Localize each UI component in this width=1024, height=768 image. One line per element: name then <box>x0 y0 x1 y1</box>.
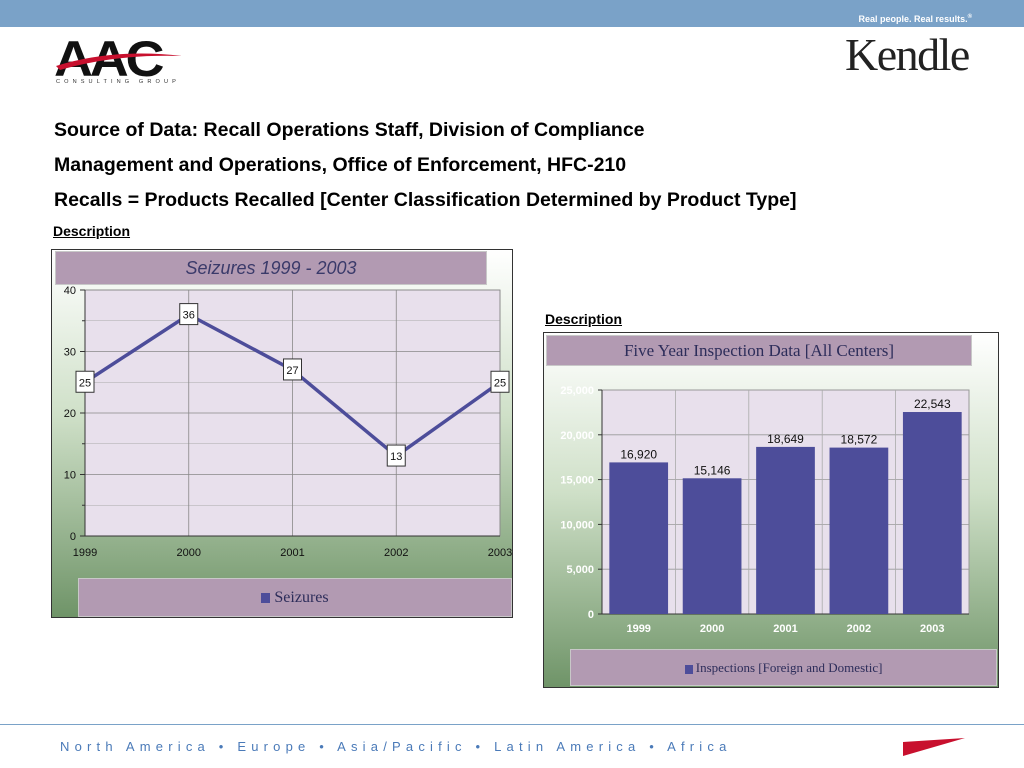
data-label-box <box>283 358 302 381</box>
seizures-chart-title: Seizures 1999 - 2003 <box>55 251 487 285</box>
data-label: 18,572 <box>841 433 878 447</box>
y-tick-label: 10 <box>64 470 76 482</box>
inspection-legend-label: Inspections [Foreign and Domestic] <box>695 660 883 675</box>
y-tick-label: 20 <box>64 408 76 420</box>
seizures-legend: Seizures <box>78 578 512 617</box>
y-tick-label: 20,000 <box>560 430 594 442</box>
tagline: Real people. Real results.® <box>858 14 972 24</box>
data-label-box <box>75 370 95 393</box>
footer-divider <box>0 724 1024 725</box>
data-label: 36 <box>183 310 195 322</box>
y-tick-label: 10,000 <box>560 519 594 531</box>
x-tick-label: 2002 <box>384 547 408 559</box>
y-tick-label: 0 <box>588 609 594 621</box>
x-tick-label: 1999 <box>626 623 650 635</box>
x-tick-label: 2000 <box>177 547 201 559</box>
y-tick-label: 0 <box>70 531 76 543</box>
inspection-chart-title: Five Year Inspection Data [All Centers] <box>546 335 972 366</box>
aac-logo: AAC CONSULTING GROUP <box>54 34 186 92</box>
aac-swoosh-icon <box>56 53 182 70</box>
inspection-bar <box>829 447 889 614</box>
data-label-box <box>386 444 406 467</box>
footer-flag-icon <box>903 738 965 756</box>
x-tick-label: 2002 <box>847 623 871 635</box>
data-label-box <box>179 303 199 326</box>
seizures-legend-swatch <box>261 593 271 604</box>
x-tick-label: 1999 <box>73 547 97 559</box>
inspection-bar <box>756 446 815 614</box>
headline-recalls: Recalls = Products Recalled [Center Clas… <box>54 189 797 211</box>
data-label: 18,649 <box>767 432 804 446</box>
x-tick-label: 2003 <box>488 547 512 559</box>
y-tick-label: 5,000 <box>566 564 594 576</box>
data-label: 13 <box>390 451 402 463</box>
y-tick-label: 30 <box>64 347 76 359</box>
y-tick-label: 40 <box>64 285 76 297</box>
x-tick-label: 2001 <box>773 623 797 635</box>
x-tick-label: 2001 <box>280 547 304 559</box>
x-tick-label: 2003 <box>920 623 944 635</box>
y-tick-label: 15,000 <box>560 475 594 487</box>
seizures-legend-label: Seizures <box>274 589 329 606</box>
kendle-logo: Kendle <box>845 29 970 80</box>
footer-regions: North America • Europe • Asia/Pacific • … <box>60 739 732 754</box>
inspection-legend-swatch <box>684 664 693 674</box>
description-link-right[interactable]: Description <box>545 311 623 327</box>
seizures-chart-panel: Seizures 1999 - 2003 0 10 20 30 40 1999 2000 20… <box>51 249 513 618</box>
data-label: 15,146 <box>694 463 731 477</box>
inspection-legend: Inspections [Foreign and Domestic] <box>570 649 997 686</box>
data-label: 25 <box>494 377 506 389</box>
data-label-box <box>490 370 510 393</box>
data-label: 27 <box>286 365 298 377</box>
x-tick-label: 2000 <box>700 623 724 635</box>
y-tick-label: 25,000 <box>560 385 594 397</box>
headline-source: Source of Data: Recall Operations Staff,… <box>54 119 645 141</box>
data-label: 25 <box>79 377 91 389</box>
aac-logo-subtitle: CONSULTING GROUP <box>56 79 180 85</box>
data-label: 22,543 <box>914 397 951 411</box>
inspection-bar <box>609 462 669 614</box>
inspection-bar <box>682 478 742 614</box>
top-banner: Real people. Real results.® <box>0 0 1024 27</box>
inspection-bar <box>902 412 962 614</box>
seizures-line-chart: 0 10 20 30 40 1999 2000 2001 2002 2003 25 36 27 13 25 <box>64 285 512 559</box>
inspection-chart-panel: Five Year Inspection Data [All Centers] … <box>543 332 999 688</box>
inspection-bar-chart: 0 5,000 10,000 15,000 20,000 25,000 1999 2000 20… <box>560 385 970 635</box>
description-link-left[interactable]: Description <box>53 223 131 239</box>
data-label: 16,920 <box>620 447 657 461</box>
headline-office: Management and Operations, Office of Enf… <box>54 154 627 176</box>
